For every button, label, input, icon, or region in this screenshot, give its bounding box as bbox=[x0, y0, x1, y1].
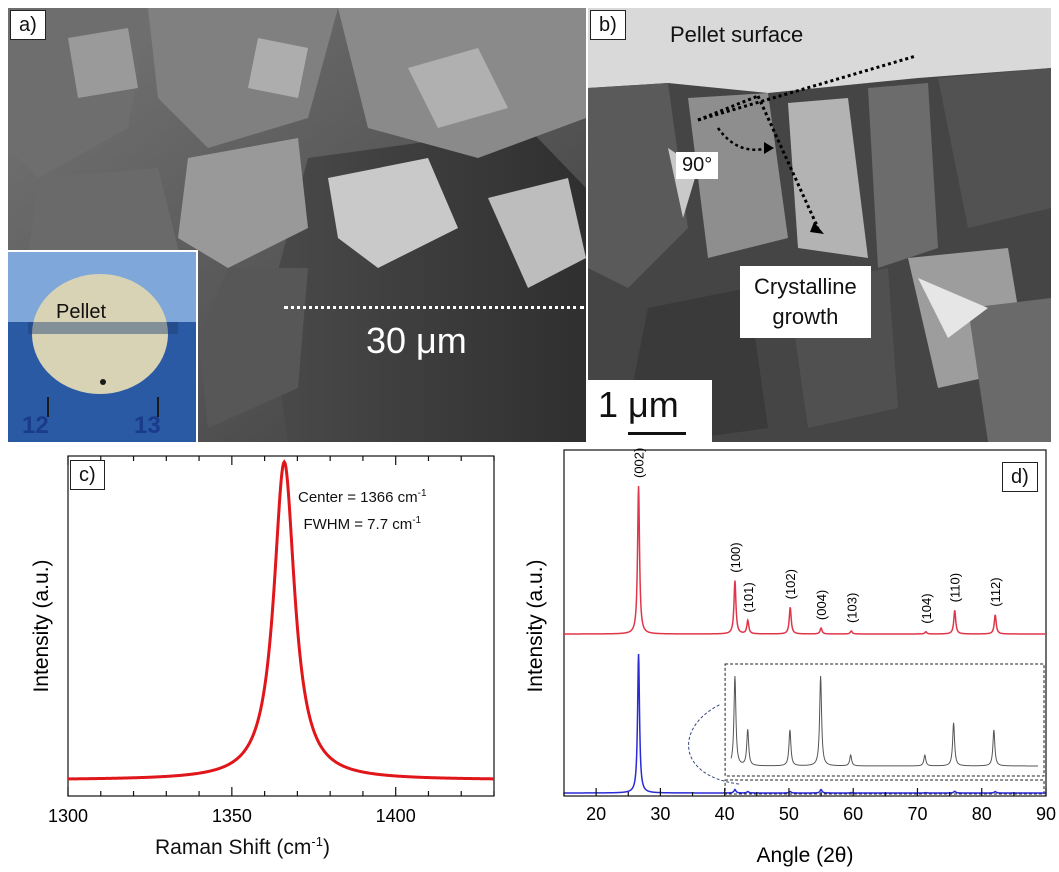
scale-text-a: 30 μm bbox=[366, 320, 467, 361]
xrd-chart: 20 30 40 50 60 70 80 90 (002) (100) (101) (102) (00… bbox=[524, 448, 1056, 867]
raman-annotation: Center = 1366 cm-1 FWHM = 7.7 cm-1 bbox=[298, 482, 427, 536]
scale-dotted-line-a bbox=[284, 306, 584, 309]
pellet-illustration bbox=[8, 252, 196, 442]
panel-label-c: c) bbox=[70, 460, 105, 490]
raman-series-line bbox=[67, 459, 495, 781]
xrd-xlabel: Angle (2θ) bbox=[757, 844, 854, 867]
raman-center-text: Center = 1366 cm-1 bbox=[298, 482, 427, 509]
panel-c: 1300 1350 1400 Intensity (a.u.) Raman Shif… bbox=[0, 446, 500, 867]
xrd-peak-label: (002) bbox=[632, 448, 647, 478]
xrd-peak-label: (103) bbox=[844, 593, 859, 623]
xrd-inset-box bbox=[724, 663, 1045, 777]
crystalline-growth-label: Crystalline growth bbox=[740, 266, 871, 338]
xrd-x-tick-label: 90 bbox=[1036, 804, 1056, 824]
xrd-x-tick-label: 80 bbox=[972, 804, 992, 824]
raman-fwhm-text: FWHM = 7.7 cm-1 bbox=[298, 509, 427, 536]
raman-chart: 1300 1350 1400 Intensity (a.u.) bbox=[30, 455, 495, 826]
panel-a: Pellet 12 13 30 μm a) bbox=[8, 8, 586, 442]
xrd-series-bottom bbox=[564, 653, 1046, 794]
xrd-peak-label: (104) bbox=[919, 593, 934, 623]
xrd-x-tick-label: 40 bbox=[715, 804, 735, 824]
pellet-surface-label: Pellet surface bbox=[670, 22, 804, 47]
scale-bar-b bbox=[628, 432, 686, 435]
xrd-peak-label: (112) bbox=[988, 577, 1003, 606]
panel-label-a: a) bbox=[10, 10, 46, 40]
xrd-x-tick-label: 60 bbox=[843, 804, 863, 824]
raman-center-value: Center = 1366 cm bbox=[298, 489, 418, 506]
raman-x-tick-label: 1350 bbox=[212, 806, 252, 826]
angle-label: 90° bbox=[676, 152, 719, 179]
raman-xlabel-end: ) bbox=[322, 836, 330, 859]
xrd-peak-label: (101) bbox=[741, 582, 756, 612]
xrd-x-tick-label: 50 bbox=[779, 804, 799, 824]
raman-x-tick-label: 1400 bbox=[376, 806, 416, 826]
xrd-inset-source-box bbox=[724, 779, 1045, 795]
xrd-x-tick-label: 20 bbox=[586, 804, 606, 824]
raman-x-tick-label: 1300 bbox=[48, 806, 88, 826]
xrd-peak-label: (004) bbox=[814, 590, 829, 620]
sem-image-b bbox=[588, 8, 1051, 442]
xrd-peak-label: (100) bbox=[728, 542, 743, 572]
raman-fwhm-value: FWHM = 7.7 cm bbox=[303, 516, 413, 533]
xrd-x-tick-label: 30 bbox=[650, 804, 670, 824]
raman-xlabel-text: Raman Shift (cm bbox=[155, 836, 312, 859]
ruler-label-left: 12 bbox=[22, 412, 49, 439]
raman-plot-frame bbox=[67, 455, 495, 797]
raman-fwhm-sup: -1 bbox=[412, 515, 422, 526]
xrd-ylabel: Intensity (a.u.) bbox=[524, 559, 547, 692]
sem-image-a bbox=[8, 8, 586, 442]
xrd-inset-line bbox=[730, 675, 1038, 767]
pellet-inset-photo: Pellet 12 13 bbox=[8, 250, 198, 442]
raman-xlabel: Raman Shift (cm-1) bbox=[155, 834, 330, 860]
raman-xlabel-sup: -1 bbox=[311, 834, 323, 849]
xrd-peak-label: (102) bbox=[783, 569, 798, 599]
growth-arrows bbox=[697, 54, 917, 234]
xrd-peak-label: (110) bbox=[948, 573, 963, 602]
raman-center-sup: -1 bbox=[417, 488, 427, 499]
pellet-label: Pellet bbox=[56, 301, 107, 323]
panel-label-b: b) bbox=[590, 10, 626, 40]
scale-text-b: 1 μm bbox=[598, 384, 679, 425]
raman-ylabel: Intensity (a.u.) bbox=[30, 559, 53, 692]
panel-b: Pellet surface 90° Crystalline growth 1 … bbox=[588, 8, 1051, 442]
xrd-x-tick-label: 70 bbox=[907, 804, 927, 824]
scale-box-b: 1 μm bbox=[588, 380, 712, 442]
xrd-plot-frame bbox=[563, 449, 1047, 797]
growth-label-line1: Crystalline bbox=[754, 274, 857, 299]
panel-d: 20 30 40 50 60 70 80 90 (002) (100) (101) (102) (00… bbox=[500, 446, 1059, 867]
growth-label-line2: growth bbox=[772, 304, 839, 329]
ruler-label-right: 13 bbox=[134, 412, 161, 439]
panel-label-d: d) bbox=[1002, 462, 1038, 492]
xrd-series-top bbox=[564, 485, 1046, 635]
xrd-inset-arrow bbox=[688, 703, 740, 785]
